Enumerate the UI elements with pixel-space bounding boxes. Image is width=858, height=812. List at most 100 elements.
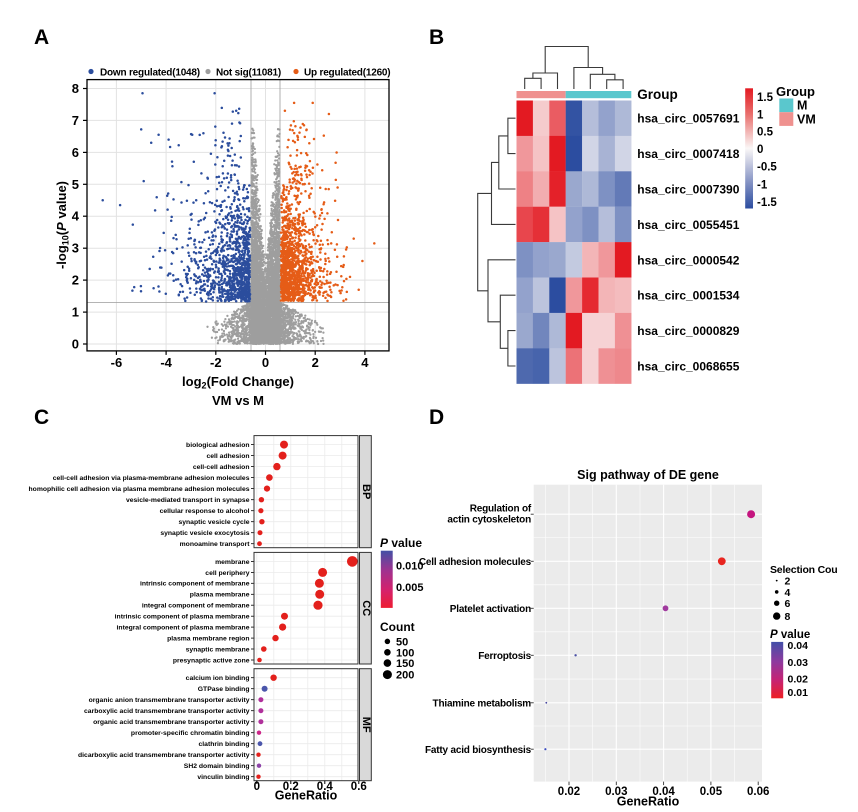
svg-text:Thiamine metabolism: Thiamine metabolism <box>433 699 532 710</box>
svg-text:cell-cell adhesion: cell-cell adhesion <box>193 464 250 471</box>
svg-text:0.4: 0.4 <box>317 781 334 793</box>
svg-text:4: 4 <box>785 587 791 599</box>
svg-text:Cell adhesion molecules: Cell adhesion molecules <box>419 557 532 568</box>
svg-text:presynaptic active zone: presynaptic active zone <box>173 657 250 664</box>
svg-text:MF: MF <box>360 717 372 733</box>
svg-text:P value: P value <box>770 629 810 641</box>
svg-text:Fatty acid biosynthesis: Fatty acid biosynthesis <box>425 745 532 756</box>
svg-text:BP: BP <box>360 484 372 499</box>
svg-text:0: 0 <box>262 355 269 370</box>
svg-text:dicarboxylic acid transmembran: dicarboxylic acid transmembrane transpor… <box>78 752 250 759</box>
svg-text:0.03: 0.03 <box>788 657 809 669</box>
svg-text:4: 4 <box>72 209 80 224</box>
svg-text:synaptic vesicle exocytosis: synaptic vesicle exocytosis <box>160 530 249 537</box>
svg-text:8: 8 <box>72 81 79 96</box>
svg-text:0.01: 0.01 <box>788 687 809 699</box>
svg-text:-1: -1 <box>757 180 768 192</box>
svg-text:organic anion transmembrane tr: organic anion transmembrane transporter … <box>89 697 250 704</box>
svg-text:SH2 domain binding: SH2 domain binding <box>184 763 250 770</box>
svg-text:hsa_circ_0055451: hsa_circ_0055451 <box>637 218 739 232</box>
svg-text:Count: Count <box>380 620 415 634</box>
svg-text:vesicle-mediated transport in: vesicle-mediated transport in synapse <box>126 497 250 504</box>
svg-text:0.04: 0.04 <box>788 640 809 652</box>
svg-text:50: 50 <box>396 636 408 648</box>
svg-text:clathrin binding: clathrin binding <box>199 741 250 748</box>
svg-text:intrinsic component of membran: intrinsic component of membrane <box>140 581 250 588</box>
svg-text:Up regulated(1260): Up regulated(1260) <box>304 67 390 78</box>
svg-text:hsa_circ_0007390: hsa_circ_0007390 <box>637 183 739 197</box>
svg-text:0.02: 0.02 <box>558 786 580 798</box>
svg-text:A: A <box>34 26 49 49</box>
svg-text:-log10(P value): -log10(P value) <box>54 181 71 269</box>
svg-text:integral component of plasma m: integral component of plasma membrane <box>117 625 250 632</box>
svg-text:CC: CC <box>360 600 372 616</box>
svg-text:homophilic cell adhesion via p: homophilic cell adhesion via plasma memb… <box>29 486 250 493</box>
svg-text:promoter-specific chromatin bi: promoter-specific chromatin binding <box>131 730 250 737</box>
svg-text:2: 2 <box>312 355 319 370</box>
svg-text:cell-cell adhesion via plasma-: cell-cell adhesion via plasma-membrane a… <box>53 475 250 482</box>
svg-text:Platelet activation: Platelet activation <box>450 604 531 615</box>
svg-text:organic acid transmembrane tra: organic acid transmembrane transporter a… <box>93 719 250 726</box>
svg-text:hsa_circ_0068655: hsa_circ_0068655 <box>637 360 739 374</box>
svg-text:0.03: 0.03 <box>605 786 627 798</box>
svg-text:vinculin binding: vinculin binding <box>197 774 249 781</box>
svg-text:GeneRatio: GeneRatio <box>617 795 680 809</box>
svg-text:GTPase binding: GTPase binding <box>198 686 250 693</box>
svg-text:Group: Group <box>637 87 678 102</box>
svg-text:1: 1 <box>757 110 764 122</box>
svg-text:1.5: 1.5 <box>757 92 774 104</box>
svg-text:100: 100 <box>396 647 414 659</box>
svg-text:plasma membrane region: plasma membrane region <box>167 636 249 643</box>
svg-text:VM vs M: VM vs M <box>212 393 264 408</box>
svg-text:integral component of membrane: integral component of membrane <box>142 603 250 610</box>
svg-text:C: C <box>34 406 49 429</box>
svg-text:cell periphery: cell periphery <box>205 570 249 577</box>
svg-text:cell adhesion: cell adhesion <box>206 453 249 460</box>
svg-text:synaptic membrane: synaptic membrane <box>186 646 250 653</box>
svg-text:calcium ion binding: calcium ion binding <box>186 675 250 682</box>
svg-text:actin cytoskeleton: actin cytoskeleton <box>447 514 531 525</box>
svg-text:synaptic vesicle cycle: synaptic vesicle cycle <box>178 519 249 526</box>
svg-text:cellular response to alcohol: cellular response to alcohol <box>160 508 250 515</box>
svg-text:0: 0 <box>72 337 79 352</box>
svg-text:D: D <box>429 406 444 429</box>
svg-text:Down regulated(1048): Down regulated(1048) <box>100 67 200 78</box>
svg-text:-2: -2 <box>210 355 222 370</box>
svg-text:4: 4 <box>361 355 369 370</box>
svg-text:log2(Fold Change): log2(Fold Change) <box>182 374 294 391</box>
svg-text:B: B <box>429 26 444 49</box>
svg-text:1: 1 <box>72 305 79 320</box>
svg-text:6: 6 <box>785 598 791 610</box>
svg-text:membrane: membrane <box>215 559 250 566</box>
svg-text:VM: VM <box>797 113 816 127</box>
svg-text:Ferroptosis: Ferroptosis <box>478 651 531 662</box>
svg-text:hsa_circ_0000829: hsa_circ_0000829 <box>637 324 739 338</box>
svg-text:0.02: 0.02 <box>788 673 809 685</box>
svg-text:GeneRatio: GeneRatio <box>275 789 338 803</box>
svg-text:0: 0 <box>757 144 763 156</box>
svg-text:-0.5: -0.5 <box>757 162 777 174</box>
svg-text:150: 150 <box>396 658 414 670</box>
svg-text:hsa_circ_0001534: hsa_circ_0001534 <box>637 289 739 303</box>
svg-text:0.04: 0.04 <box>652 786 675 798</box>
svg-text:0.6: 0.6 <box>351 781 367 793</box>
svg-text:hsa_circ_0057691: hsa_circ_0057691 <box>637 112 739 126</box>
svg-text:2: 2 <box>785 576 791 588</box>
svg-text:0.005: 0.005 <box>396 582 424 594</box>
svg-text:carboxylic acid transmembrane: carboxylic acid transmembrane transporte… <box>84 708 250 715</box>
svg-text:-4: -4 <box>160 355 172 370</box>
svg-text:0.2: 0.2 <box>283 781 299 793</box>
svg-text:Group: Group <box>776 84 815 99</box>
svg-text:0.06: 0.06 <box>747 786 769 798</box>
svg-text:Sig pathway of DE gene: Sig pathway of DE gene <box>577 468 719 482</box>
svg-text:5: 5 <box>72 177 79 192</box>
svg-text:200: 200 <box>396 670 414 682</box>
svg-text:Not sig(11081): Not sig(11081) <box>216 67 281 78</box>
svg-text:hsa_circ_0000542: hsa_circ_0000542 <box>637 253 739 267</box>
svg-text:hsa_circ_0007418: hsa_circ_0007418 <box>637 147 739 161</box>
svg-text:0: 0 <box>254 781 260 793</box>
svg-text:monoamine transport: monoamine transport <box>180 541 251 548</box>
svg-text:7: 7 <box>72 113 79 128</box>
svg-text:0.010: 0.010 <box>396 561 424 573</box>
svg-text:3: 3 <box>72 241 79 256</box>
